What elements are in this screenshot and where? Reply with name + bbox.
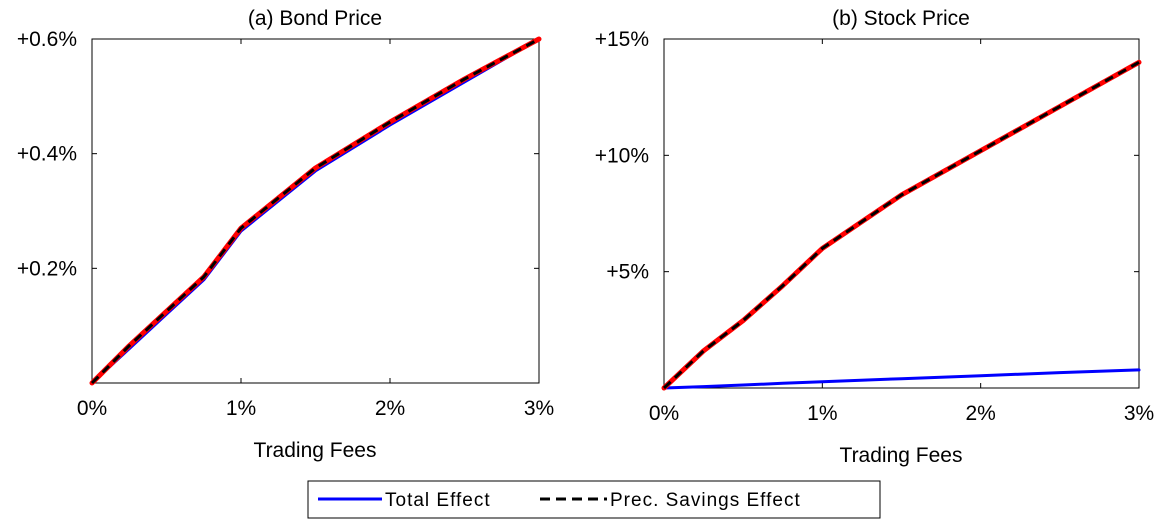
y-tick-label: +0.2% bbox=[17, 257, 77, 280]
x-tick-label: 3% bbox=[524, 397, 554, 420]
plot-area bbox=[91, 38, 540, 384]
series-line-prec-savings-effect bbox=[662, 60, 1140, 390]
bond-price-panel: (a) Bond Price Trading Fees 0% 1% 2% 3% +0.2… bbox=[17, 7, 554, 462]
chart-title: (a) Bond Price bbox=[248, 7, 382, 30]
legend: Total Effect Prec. Savings Effect bbox=[307, 480, 881, 519]
legend-label-total-effect: Total Effect bbox=[385, 490, 491, 511]
x-tick-label: 2% bbox=[965, 402, 995, 425]
chart-title: (b) Stock Price bbox=[832, 7, 970, 30]
y-tick-label: +15% bbox=[595, 28, 649, 51]
x-axis-label: Trading Fees bbox=[254, 439, 377, 462]
y-tick-label: +10% bbox=[595, 144, 649, 167]
x-tick-label: 1% bbox=[226, 397, 256, 420]
x-tick-label: 1% bbox=[807, 402, 837, 425]
y-tick-label: +0.4% bbox=[17, 143, 77, 166]
x-tick-label: 0% bbox=[649, 402, 679, 425]
legend-label-prec-savings-effect: Prec. Savings Effect bbox=[610, 490, 801, 511]
y-tick-label: +5% bbox=[606, 261, 649, 284]
x-tick-label: 2% bbox=[375, 397, 405, 420]
series-line-prec-savings-effect bbox=[90, 37, 540, 385]
plot-area bbox=[663, 38, 1140, 389]
y-tick-label: +0.6% bbox=[17, 28, 77, 51]
x-axis-label: Trading Fees bbox=[840, 444, 963, 467]
stock-price-panel: (b) Stock Price Trading Fees 0% 1% 2% 3% +5%… bbox=[595, 7, 1154, 467]
x-tick-label: 3% bbox=[1124, 402, 1154, 425]
series-line-total-effect bbox=[662, 368, 1141, 390]
x-tick-label: 0% bbox=[77, 397, 107, 420]
